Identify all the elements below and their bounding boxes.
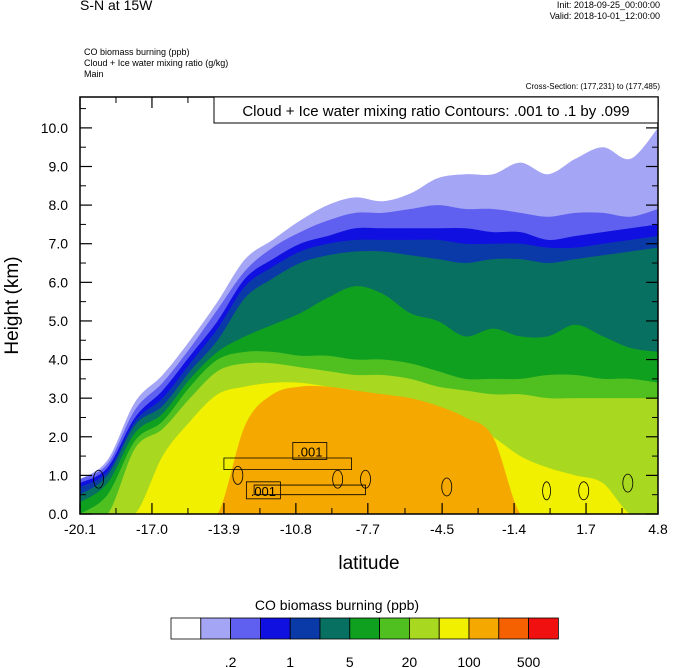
colorbar-swatch-10 (438, 617, 470, 640)
y-tick-label: 3.0 (49, 390, 69, 406)
y-tick-label: 6.0 (49, 274, 69, 290)
colorbar-swatch-11 (468, 617, 500, 640)
colorbar-swatch-5 (289, 617, 321, 640)
x-tick-label: -4.5 (430, 521, 454, 537)
cloud-contour-3 (232, 465, 244, 485)
colorbar-swatch-8 (379, 617, 410, 640)
cloud-contour-8 (622, 473, 634, 493)
contour-label-box-1 (292, 442, 328, 460)
init-time: Init: 2018-09-25_00:00:00 (556, 0, 660, 10)
colorbar-label: 500 (517, 654, 541, 668)
colorbar-swatch-1 (170, 617, 202, 640)
colorbar-label: 5 (346, 654, 354, 668)
axes: -20.1 -17.0 -13.9 -10.8 -7.7 -4.5 -1.4 1.7 4.8 0.… (41, 96, 668, 537)
contour-value-label-2: .001 (251, 484, 276, 499)
y-tick-label: 2.0 (49, 429, 69, 445)
field-list: CO biomass burning (ppb) Cloud + Ice wat… (84, 47, 228, 80)
cloud-contour-7 (578, 481, 590, 501)
cloud-contour-2 (93, 469, 104, 489)
field-main: Main (84, 69, 104, 79)
x-tick-label: -20.1 (64, 521, 96, 537)
contour-info-label: Cloud + Ice water mixing ratio Contours:… (242, 103, 629, 120)
x-tick-label: -13.9 (208, 521, 240, 537)
valid-time: Valid: 2018-10-01_12:00:00 (549, 11, 660, 21)
contour-value-label-1: .001 (297, 444, 322, 459)
y-tick-label: 7.0 (49, 236, 69, 252)
colorbar-swatch-9 (408, 617, 440, 640)
y-tick-label: 8.0 (49, 197, 69, 213)
y-tick-label: 5.0 (49, 313, 69, 329)
x-tick-label: -17.0 (136, 521, 168, 537)
colorbar-swatch-13 (528, 617, 559, 640)
contour-info-box (213, 96, 659, 124)
cloud-contour-6 (441, 477, 453, 497)
colorbar-swatch-2 (200, 617, 232, 640)
colorbar-label: 100 (457, 654, 481, 668)
time-info: Init: 2018-09-25_00:00:00 Valid: 2018-10… (550, 0, 660, 22)
colorbar-swatch-3 (230, 617, 261, 640)
colorbar-title: CO biomass burning (ppb) (254, 597, 420, 613)
colorbar-swatch-12 (498, 617, 529, 640)
field-cloud: Cloud + Ice water mixing ratio (g/kg) (84, 58, 229, 68)
colorbar-label: .2 (225, 654, 237, 668)
cloud-contour-1 (542, 481, 551, 501)
colorbar-swatch-4 (259, 617, 291, 640)
x-tick-label: 1.7 (576, 521, 596, 537)
x-axis-title: latitude (338, 553, 399, 574)
cross-section-label: Cross-Section: (177,231) to (177,485) (525, 82, 660, 91)
y-tick-label: 4.0 (49, 352, 69, 368)
colorbar-label: 1 (286, 654, 294, 668)
y-tick-label: 10.0 (41, 120, 68, 136)
x-tick-label: -10.8 (280, 521, 312, 537)
cloud-contour-band-upper (223, 457, 352, 470)
y-tick-label: 9.0 (49, 159, 69, 175)
y-tick-label: 0.0 (49, 506, 69, 522)
colorbar: .2 1 5 20 100 500 (170, 617, 559, 668)
co-layer-10 (80, 385, 658, 514)
colorbar-swatch-7 (349, 617, 380, 640)
field-co: CO biomass burning (ppb) (84, 47, 190, 57)
colorbar-swatch-6 (319, 617, 351, 640)
cloud-contour-band-lower (253, 484, 366, 496)
colorbar-label: 20 (402, 654, 418, 668)
y-tick-label: 1.0 (49, 467, 69, 483)
x-tick-label: -1.4 (502, 521, 526, 537)
cloud-contours: .001 .001 (93, 442, 634, 501)
x-tick-label: -7.7 (356, 521, 380, 537)
co-fill-layers (80, 97, 658, 514)
axis-labels: latitude Height (km) Cloud + Ice water mix… (2, 96, 659, 574)
contour-label-box-2 (245, 481, 281, 500)
cloud-contour-4 (332, 469, 344, 489)
plot-main-title: S-N at 15W (80, 0, 153, 13)
x-tick-label: 4.8 (648, 521, 668, 537)
y-axis-title: Height (km) (2, 256, 23, 354)
